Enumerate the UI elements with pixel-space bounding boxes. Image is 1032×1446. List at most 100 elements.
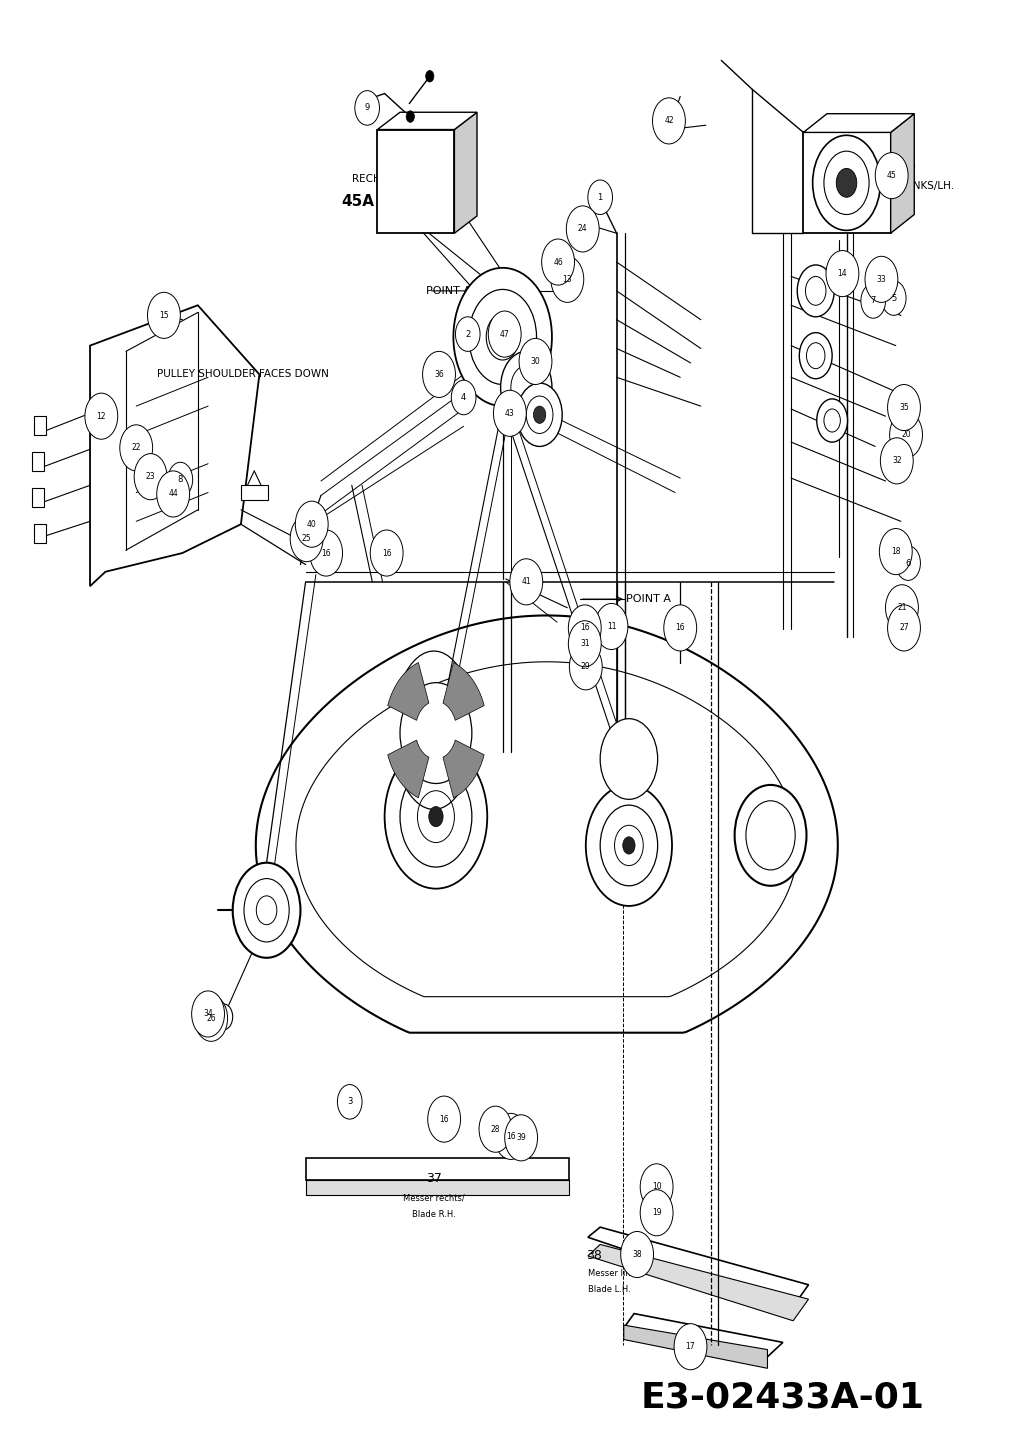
Circle shape (192, 991, 225, 1037)
Text: 33: 33 (876, 275, 886, 283)
Circle shape (206, 993, 221, 1014)
Text: Messer links/: Messer links/ (588, 1268, 643, 1278)
Circle shape (824, 152, 869, 214)
Text: 41: 41 (521, 577, 531, 586)
Text: 6: 6 (905, 558, 911, 568)
Text: 47: 47 (499, 330, 510, 338)
Polygon shape (588, 1228, 808, 1306)
Text: Blade R.H.: Blade R.H. (412, 1210, 456, 1219)
Text: 44: 44 (168, 489, 179, 499)
Circle shape (428, 807, 443, 827)
Polygon shape (32, 453, 43, 471)
Text: 32: 32 (892, 457, 902, 466)
Text: 17: 17 (685, 1342, 696, 1351)
Circle shape (567, 205, 600, 252)
Circle shape (542, 239, 575, 285)
Text: 20: 20 (901, 431, 911, 440)
Text: 29: 29 (581, 662, 590, 671)
Circle shape (422, 351, 455, 398)
Circle shape (488, 311, 521, 357)
Circle shape (505, 1115, 538, 1161)
Text: 39: 39 (516, 1134, 526, 1142)
Polygon shape (305, 1180, 570, 1196)
Text: 19: 19 (652, 1209, 662, 1218)
Circle shape (816, 399, 847, 442)
Text: RECHTS/RH.: RECHTS/RH. (352, 174, 415, 184)
Circle shape (256, 897, 277, 924)
Polygon shape (256, 616, 838, 1032)
Circle shape (370, 531, 404, 576)
Text: Blade L.H.: Blade L.H. (588, 1284, 631, 1294)
Polygon shape (443, 662, 484, 720)
Circle shape (400, 683, 472, 784)
Text: 34: 34 (203, 1009, 213, 1018)
Text: 16: 16 (675, 623, 685, 632)
Circle shape (168, 463, 193, 497)
Text: 16: 16 (440, 1115, 449, 1124)
Text: 25: 25 (301, 534, 312, 544)
Polygon shape (803, 114, 914, 133)
Text: 21: 21 (897, 603, 907, 612)
Circle shape (120, 425, 153, 471)
Polygon shape (388, 740, 429, 798)
Circle shape (510, 558, 543, 604)
Circle shape (534, 406, 546, 424)
Circle shape (160, 309, 168, 321)
Circle shape (494, 1113, 527, 1160)
Text: 28: 28 (491, 1125, 501, 1134)
Polygon shape (443, 740, 484, 798)
Text: 1: 1 (598, 192, 603, 202)
Circle shape (434, 1106, 453, 1132)
Text: 18: 18 (891, 547, 901, 557)
Circle shape (495, 1115, 516, 1144)
Circle shape (614, 826, 643, 866)
Circle shape (812, 136, 880, 230)
Circle shape (195, 995, 228, 1041)
Circle shape (427, 1096, 460, 1142)
Circle shape (232, 863, 300, 957)
Text: 45: 45 (886, 171, 897, 181)
Text: 2: 2 (465, 330, 471, 338)
Polygon shape (34, 525, 45, 542)
Circle shape (885, 584, 918, 630)
Text: 4: 4 (461, 393, 466, 402)
Circle shape (664, 604, 697, 651)
Circle shape (888, 604, 921, 651)
Circle shape (622, 837, 635, 855)
Circle shape (407, 111, 415, 123)
Circle shape (355, 91, 380, 126)
Circle shape (569, 604, 602, 651)
Circle shape (385, 745, 487, 889)
Circle shape (519, 338, 552, 385)
Circle shape (800, 333, 832, 379)
Text: 27: 27 (899, 623, 909, 632)
Circle shape (881, 281, 906, 315)
Circle shape (511, 366, 542, 409)
Text: 38: 38 (633, 1249, 642, 1259)
Text: PULLEY SHOULDER FACES DOWN: PULLEY SHOULDER FACES DOWN (157, 369, 328, 379)
Text: 36: 36 (434, 370, 444, 379)
Text: 14: 14 (838, 269, 847, 278)
Circle shape (826, 250, 859, 296)
Circle shape (640, 1190, 673, 1236)
Text: POINT A: POINT A (625, 594, 671, 604)
Text: 35: 35 (899, 403, 909, 412)
Circle shape (290, 516, 323, 561)
Circle shape (469, 289, 537, 385)
Circle shape (875, 153, 908, 198)
Circle shape (601, 805, 657, 886)
Circle shape (798, 265, 834, 317)
Circle shape (805, 276, 826, 305)
Text: 45A: 45A (342, 194, 375, 210)
Circle shape (495, 327, 510, 347)
Circle shape (570, 643, 603, 690)
Circle shape (400, 766, 472, 868)
Circle shape (516, 1124, 537, 1152)
Circle shape (244, 879, 289, 941)
Circle shape (453, 268, 552, 406)
Text: 30: 30 (530, 357, 541, 366)
Circle shape (455, 317, 480, 351)
Text: 16: 16 (506, 1132, 516, 1141)
Text: 31: 31 (580, 639, 589, 648)
Circle shape (861, 283, 885, 318)
